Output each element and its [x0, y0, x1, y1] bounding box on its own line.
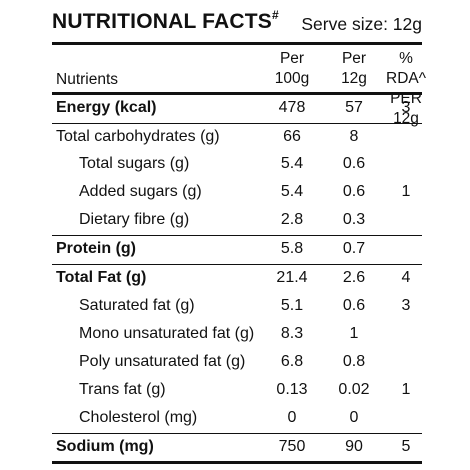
value-per-12g: 0.02	[338, 381, 370, 398]
value-per-12g: 0.7	[342, 240, 366, 257]
value-per-100g: 0	[287, 409, 297, 426]
row-label: Dietary fibre (g)	[79, 211, 190, 228]
divider-bottom	[52, 461, 422, 464]
value-per-100g: 2.8	[280, 211, 304, 228]
divider	[52, 235, 422, 236]
value-per-12g: 0.6	[342, 297, 366, 314]
value-rda: 3	[401, 99, 411, 116]
header-per-100g-line1: Per	[279, 50, 305, 67]
row-added-sugars: Added sugars (g) 5.4 0.6 1	[52, 180, 422, 206]
row-mono-unsaturated-fat: Mono unsaturated fat (g) 8.3 1	[52, 322, 422, 348]
header-per-12g-line1: Per	[341, 50, 367, 67]
row-label: Energy (kcal)	[56, 99, 157, 116]
value-per-12g: 1	[349, 325, 359, 342]
value-per-100g: 5.4	[280, 155, 304, 172]
value-per-12g: 0.3	[342, 211, 366, 228]
value-rda: 5	[401, 438, 411, 455]
row-label: Added sugars (g)	[79, 183, 202, 200]
row-total-sugars: Total sugars (g) 5.4 0.6	[52, 152, 422, 178]
value-per-12g: 0	[349, 409, 359, 426]
value-per-100g: 5.8	[280, 240, 304, 257]
value-rda: 1	[401, 183, 411, 200]
row-dietary-fibre: Dietary fibre (g) 2.8 0.3	[52, 208, 422, 234]
value-per-12g: 57	[345, 99, 363, 116]
row-label: Total sugars (g)	[79, 155, 190, 172]
row-energy: Energy (kcal) 478 57 3	[52, 96, 422, 122]
value-rda: 1	[401, 381, 411, 398]
value-per-12g: 8	[349, 128, 359, 145]
divider-header	[52, 92, 422, 95]
row-label: Total carbohydrates (g)	[56, 128, 220, 145]
value-per-100g: 5.1	[280, 297, 304, 314]
panel-title: NUTRITIONAL FACTS#	[52, 8, 279, 34]
divider-top	[52, 42, 422, 45]
value-per-12g: 0.6	[342, 155, 366, 172]
row-label: Total Fat (g)	[56, 269, 147, 286]
value-per-100g: 5.4	[280, 183, 304, 200]
value-per-100g: 478	[278, 99, 306, 116]
header-rda-line1: % RDA^	[386, 50, 426, 87]
value-per-12g: 0.8	[342, 353, 366, 370]
value-per-100g: 8.3	[280, 325, 304, 342]
row-label: Trans fat (g)	[79, 381, 166, 398]
row-label: Protein (g)	[56, 240, 136, 257]
divider	[52, 123, 422, 124]
row-label: Mono unsaturated fat (g)	[79, 325, 255, 342]
divider	[52, 433, 422, 434]
nutrition-facts-panel: NUTRITIONAL FACTS# Serve size: 12g Nutri…	[52, 6, 426, 464]
row-label: Cholesterol (mg)	[79, 409, 198, 426]
header-per-12g-line2: 12g	[341, 70, 367, 87]
row-label: Sodium (mg)	[56, 438, 154, 455]
value-per-100g: 66	[283, 128, 301, 145]
value-per-100g: 6.8	[280, 353, 304, 370]
header-per-12g: Per 12g	[327, 49, 381, 89]
value-per-12g: 90	[345, 438, 363, 455]
value-per-100g: 0.13	[276, 381, 308, 398]
value-rda: 4	[401, 269, 411, 286]
serve-size: Serve size: 12g	[301, 14, 422, 34]
row-label: Poly unsaturated fat (g)	[79, 353, 246, 370]
value-rda: 3	[401, 297, 411, 314]
row-label: Saturated fat (g)	[79, 297, 195, 314]
value-per-100g: 21.4	[276, 269, 308, 286]
header-per-100g: Per 100g	[257, 49, 327, 89]
divider	[52, 264, 422, 265]
header-nutrients: Nutrients	[56, 71, 119, 88]
row-cholesterol: Cholesterol (mg) 0 0	[52, 406, 422, 432]
value-per-12g: 2.6	[342, 269, 366, 286]
title-text: NUTRITIONAL FACTS	[52, 10, 273, 33]
row-protein: Protein (g) 5.8 0.7	[52, 237, 422, 263]
row-saturated-fat: Saturated fat (g) 5.1 0.6 3	[52, 294, 422, 320]
row-poly-unsaturated-fat: Poly unsaturated fat (g) 6.8 0.8	[52, 350, 422, 376]
value-per-100g: 750	[278, 438, 306, 455]
value-per-12g: 0.6	[342, 183, 366, 200]
title-footnote-mark: #	[272, 8, 279, 22]
row-total-carbohydrates: Total carbohydrates (g) 66 8	[52, 125, 422, 151]
row-total-fat: Total Fat (g) 21.4 2.6 4	[52, 266, 422, 292]
row-trans-fat: Trans fat (g) 0.13 0.02 1	[52, 378, 422, 404]
header-per-100g-line2: 100g	[274, 70, 310, 87]
row-sodium: Sodium (mg) 750 90 5	[52, 435, 422, 461]
